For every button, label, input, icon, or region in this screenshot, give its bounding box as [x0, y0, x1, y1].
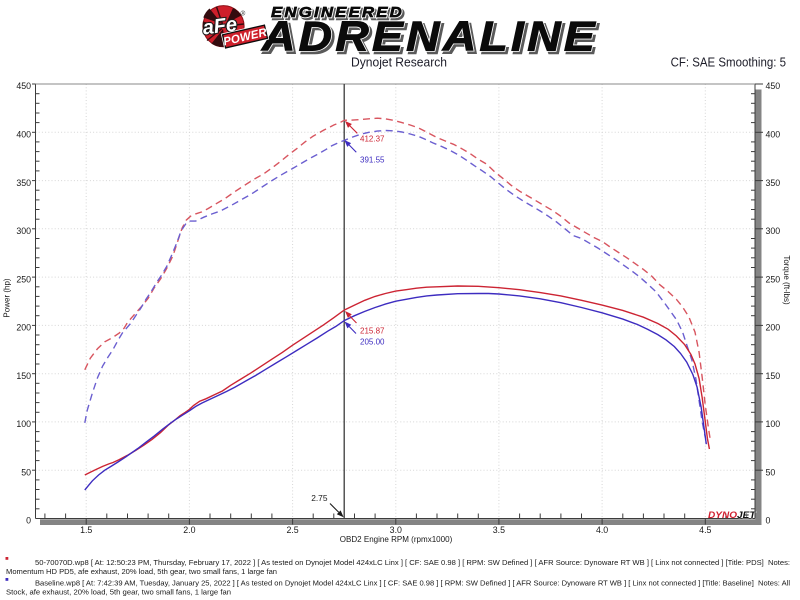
svg-text:391.55: 391.55	[360, 156, 385, 165]
svg-text:Torque (ft-lbs): Torque (ft-lbs)	[782, 255, 791, 305]
svg-text:CF: SAE Smoothing: 5: CF: SAE Smoothing: 5	[671, 55, 786, 70]
svg-text:100: 100	[16, 419, 31, 429]
svg-text:1.5: 1.5	[80, 525, 92, 535]
svg-text:2.75: 2.75	[311, 493, 328, 503]
svg-text:OBD2 Engine RPM (rpmx1000): OBD2 Engine RPM (rpmx1000)	[340, 534, 453, 544]
svg-text:200: 200	[16, 323, 31, 333]
svg-text:50: 50	[766, 467, 776, 477]
svg-text:100: 100	[766, 419, 781, 429]
svg-text:DYNO: DYNO	[708, 510, 738, 521]
svg-text:150: 150	[766, 371, 781, 381]
svg-text:Baseline.wp8 [ At: 7:42:39 AM,: Baseline.wp8 [ At: 7:42:39 AM, Tuesday, …	[35, 579, 790, 588]
svg-text:3.5: 3.5	[493, 525, 505, 535]
svg-text:300: 300	[766, 226, 781, 236]
svg-text:400: 400	[16, 130, 31, 140]
svg-text:aFe: aFe	[201, 13, 238, 39]
svg-text:250: 250	[16, 274, 31, 284]
svg-text:200: 200	[766, 323, 781, 333]
svg-text:450: 450	[766, 81, 781, 91]
svg-text:2.0: 2.0	[183, 525, 195, 535]
svg-text:Momentum HD PD5, afe exhaust,: Momentum HD PD5, afe exhaust, 20% load, …	[6, 567, 277, 576]
svg-text:400: 400	[766, 130, 781, 140]
svg-text:0: 0	[766, 516, 771, 526]
svg-text:0: 0	[26, 516, 31, 526]
svg-text:4.5: 4.5	[699, 525, 711, 535]
svg-text:3.0: 3.0	[390, 525, 402, 535]
svg-text:Power (hp): Power (hp)	[3, 278, 12, 317]
svg-text:ADRENALINE: ADRENALINE	[261, 12, 598, 59]
svg-text:350: 350	[766, 178, 781, 188]
svg-text:ADRENALINE: ADRENALINE	[263, 15, 600, 62]
svg-text:412.37: 412.37	[360, 135, 385, 144]
svg-text:ENGINEERED: ENGINEERED	[271, 4, 404, 21]
svg-text:150: 150	[16, 371, 31, 381]
svg-text:2.5: 2.5	[286, 525, 298, 535]
svg-text:250: 250	[766, 274, 781, 284]
svg-text:50-70070D.wp8 [ At: 12:50:23 P: 50-70070D.wp8 [ At: 12:50:23 PM, Thursda…	[35, 558, 790, 567]
svg-text:ENGINEERED: ENGINEERED	[271, 4, 404, 21]
svg-text:450: 450	[16, 81, 31, 91]
svg-text:205.00: 205.00	[360, 338, 385, 347]
svg-text:50: 50	[21, 467, 31, 477]
svg-text:Dynojet Research: Dynojet Research	[351, 55, 447, 70]
svg-text:350: 350	[16, 178, 31, 188]
svg-text:4.0: 4.0	[596, 525, 608, 535]
svg-text:300: 300	[16, 226, 31, 236]
svg-text:JET: JET	[737, 510, 757, 521]
svg-text:215.87: 215.87	[360, 327, 385, 336]
svg-text:ENGINEERED: ENGINEERED	[273, 6, 406, 23]
svg-text:ADRENALINE: ADRENALINE	[261, 12, 598, 59]
svg-text:Stock, afe exhaust, 20% load,: Stock, afe exhaust, 20% load, 5th gear, …	[6, 588, 231, 597]
svg-text:®: ®	[241, 10, 246, 18]
